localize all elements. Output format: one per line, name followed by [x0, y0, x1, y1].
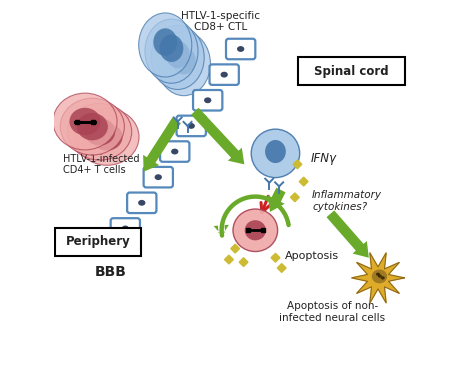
Ellipse shape	[251, 129, 300, 177]
Polygon shape	[299, 177, 308, 186]
FancyBboxPatch shape	[193, 90, 222, 111]
Ellipse shape	[155, 174, 162, 180]
FancyBboxPatch shape	[226, 39, 255, 59]
Ellipse shape	[145, 19, 198, 83]
Ellipse shape	[138, 200, 146, 206]
Ellipse shape	[204, 97, 211, 103]
Text: IFNγ: IFNγ	[311, 152, 337, 165]
Polygon shape	[225, 255, 233, 264]
Ellipse shape	[139, 13, 192, 77]
Ellipse shape	[160, 35, 183, 62]
FancyArrow shape	[327, 210, 369, 258]
Ellipse shape	[70, 108, 100, 135]
Ellipse shape	[166, 41, 190, 68]
Text: HTLV-1-infected
CD4+ T cells: HTLV-1-infected CD4+ T cells	[63, 154, 139, 175]
Ellipse shape	[188, 123, 195, 129]
Ellipse shape	[376, 273, 380, 276]
Polygon shape	[271, 254, 280, 262]
Ellipse shape	[220, 72, 228, 77]
Ellipse shape	[372, 269, 387, 283]
FancyBboxPatch shape	[110, 218, 140, 239]
Ellipse shape	[77, 113, 108, 140]
Text: BBB: BBB	[95, 265, 127, 279]
Ellipse shape	[75, 108, 139, 165]
Polygon shape	[293, 160, 302, 169]
Polygon shape	[291, 193, 299, 202]
Text: Apoptosis: Apoptosis	[284, 251, 339, 261]
Ellipse shape	[265, 140, 286, 163]
Text: Apoptosis of non-
infected neural cells: Apoptosis of non- infected neural cells	[279, 301, 385, 323]
FancyBboxPatch shape	[55, 228, 141, 256]
Text: HTLV-1-specific
CD8+ CTL: HTLV-1-specific CD8+ CTL	[181, 11, 260, 32]
Polygon shape	[352, 253, 404, 303]
Polygon shape	[239, 258, 248, 266]
FancyBboxPatch shape	[298, 58, 405, 85]
FancyArrow shape	[191, 108, 244, 164]
FancyBboxPatch shape	[177, 115, 206, 136]
FancyBboxPatch shape	[160, 141, 190, 162]
Ellipse shape	[153, 28, 177, 56]
FancyBboxPatch shape	[210, 64, 239, 85]
Polygon shape	[277, 263, 286, 272]
Ellipse shape	[233, 209, 278, 252]
FancyArrow shape	[268, 188, 285, 212]
Text: Inflammatory
cytokines?: Inflammatory cytokines?	[312, 190, 382, 212]
Ellipse shape	[172, 47, 196, 75]
Ellipse shape	[245, 220, 266, 240]
Ellipse shape	[68, 103, 132, 160]
Ellipse shape	[157, 32, 210, 96]
Ellipse shape	[122, 225, 129, 231]
Text: Spinal cord: Spinal cord	[314, 65, 389, 78]
Ellipse shape	[237, 46, 244, 52]
Ellipse shape	[53, 93, 117, 150]
Ellipse shape	[91, 123, 123, 151]
Ellipse shape	[151, 25, 204, 89]
Ellipse shape	[381, 276, 385, 280]
Ellipse shape	[378, 275, 382, 278]
Polygon shape	[231, 244, 239, 253]
Ellipse shape	[60, 98, 124, 155]
FancyArrow shape	[143, 118, 181, 172]
FancyBboxPatch shape	[127, 193, 156, 213]
Ellipse shape	[171, 149, 178, 155]
FancyBboxPatch shape	[144, 167, 173, 187]
Ellipse shape	[84, 118, 115, 145]
FancyArrow shape	[214, 225, 229, 235]
Text: Periphery: Periphery	[65, 235, 130, 248]
